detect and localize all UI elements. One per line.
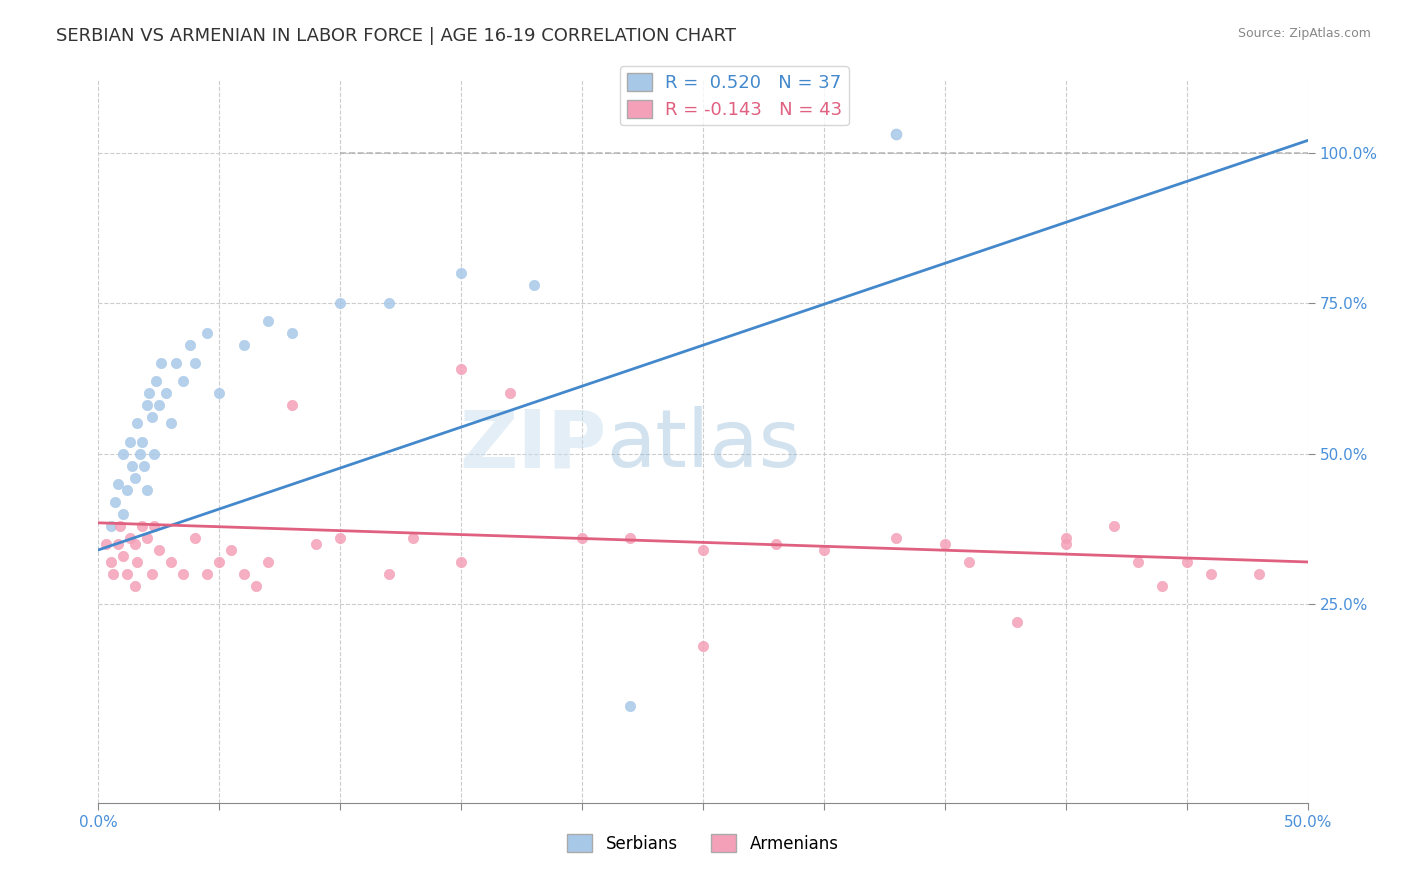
Point (117, 567, 139, 582)
Point (195, 326, 218, 341)
Point (184, 531, 207, 545)
Point (957, 555, 980, 569)
Point (329, 531, 352, 545)
Point (305, 537, 328, 551)
Point (619, 531, 641, 545)
Point (94, 537, 117, 551)
Point (281, 398, 304, 412)
Point (150, 356, 173, 370)
Point (377, 567, 399, 582)
Point (813, 542, 835, 557)
Point (619, 699, 641, 714)
Point (118, 434, 141, 449)
Point (148, 542, 170, 557)
Point (450, 266, 472, 280)
Point (143, 446, 166, 460)
Point (571, 531, 593, 545)
Point (134, 458, 156, 473)
Point (160, 417, 183, 431)
Point (145, 375, 167, 389)
Point (281, 326, 304, 341)
Point (143, 519, 166, 533)
Point (111, 549, 134, 563)
Point (208, 386, 231, 401)
Legend: Serbians, Armenians: Serbians, Armenians (561, 828, 845, 860)
Point (108, 519, 131, 533)
Point (172, 567, 194, 582)
Point (165, 356, 187, 370)
Point (450, 362, 472, 376)
Point (172, 375, 194, 389)
Point (160, 555, 183, 569)
Text: atlas: atlas (606, 406, 800, 484)
Text: ZIP: ZIP (458, 406, 606, 484)
Point (128, 446, 150, 460)
Point (111, 507, 134, 521)
Point (141, 410, 163, 425)
Point (100, 519, 122, 533)
Point (232, 338, 254, 352)
Point (131, 519, 153, 533)
Point (118, 531, 141, 545)
Point (1054, 537, 1077, 551)
Point (107, 476, 129, 491)
Point (692, 542, 714, 557)
Point (256, 555, 278, 569)
Point (1175, 555, 1198, 569)
Point (148, 398, 170, 412)
Point (195, 567, 218, 582)
Point (111, 446, 134, 460)
Point (179, 338, 201, 352)
Point (523, 277, 546, 292)
Point (117, 483, 139, 497)
Point (124, 579, 146, 593)
Point (100, 555, 122, 569)
Point (138, 386, 160, 401)
Point (1054, 531, 1077, 545)
Point (765, 537, 787, 551)
Point (1152, 579, 1174, 593)
Point (104, 494, 127, 508)
Point (886, 531, 908, 545)
Point (121, 458, 143, 473)
Point (498, 386, 520, 401)
Point (692, 639, 714, 653)
Point (934, 537, 956, 551)
Point (1128, 555, 1150, 569)
Point (131, 434, 153, 449)
Point (141, 567, 163, 582)
Point (124, 471, 146, 485)
Point (101, 567, 124, 582)
Point (232, 567, 254, 582)
Point (124, 537, 146, 551)
Point (245, 579, 267, 593)
Text: Source: ZipAtlas.com: Source: ZipAtlas.com (1237, 27, 1371, 40)
Point (208, 555, 231, 569)
Point (886, 128, 908, 142)
Point (135, 398, 157, 412)
Point (329, 296, 352, 310)
Point (127, 555, 149, 569)
Point (402, 531, 425, 545)
Point (1249, 567, 1271, 582)
Point (221, 542, 243, 557)
Point (135, 531, 157, 545)
Point (450, 555, 472, 569)
Point (127, 417, 149, 431)
Point (256, 314, 278, 328)
Point (1007, 615, 1029, 630)
Text: SERBIAN VS ARMENIAN IN LABOR FORCE | AGE 16-19 CORRELATION CHART: SERBIAN VS ARMENIAN IN LABOR FORCE | AGE… (56, 27, 737, 45)
Point (135, 483, 157, 497)
Point (377, 296, 399, 310)
Point (107, 537, 129, 551)
Point (184, 356, 207, 370)
Point (155, 386, 177, 401)
Point (1199, 567, 1222, 582)
Point (1102, 519, 1125, 533)
